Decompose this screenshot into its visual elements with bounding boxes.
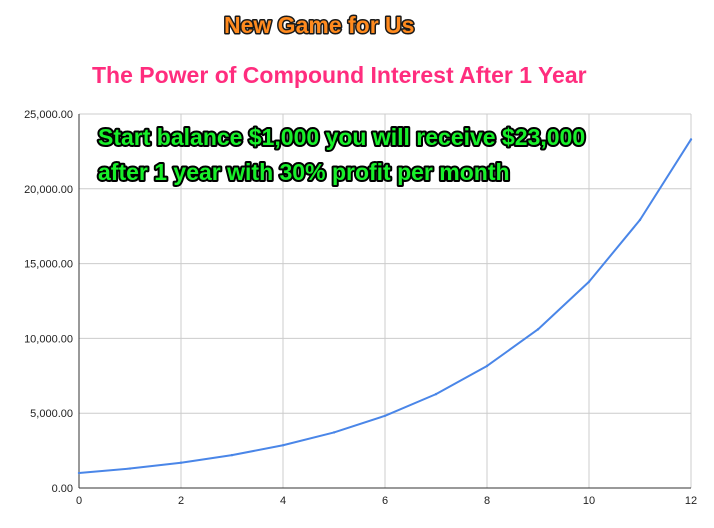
data-point bbox=[281, 444, 285, 447]
tick-labels: 0.00 5,000.00 10,000.00 15,000.00 20,000.00 2… bbox=[24, 109, 697, 507]
game-title: New Game for Us bbox=[224, 12, 414, 38]
data-point bbox=[332, 431, 336, 434]
x-tick-label: 8 bbox=[484, 495, 490, 507]
data-point bbox=[485, 364, 489, 368]
y-tick-label: 5,000.00 bbox=[30, 408, 73, 420]
data-point bbox=[587, 280, 591, 283]
y-tick-label: 15,000.00 bbox=[24, 259, 73, 271]
annotation-line-1: Start balance $1,000 you will receive $2… bbox=[98, 124, 585, 150]
data-point bbox=[689, 138, 693, 141]
data-point bbox=[128, 467, 132, 470]
x-tick-label: 4 bbox=[280, 495, 286, 507]
data-point bbox=[179, 461, 183, 464]
axes bbox=[78, 114, 691, 489]
annotation-line-2: after 1 year with 30% profit per month bbox=[98, 159, 510, 185]
x-tick-label: 0 bbox=[76, 495, 82, 507]
y-tick-label: 20,000.00 bbox=[24, 184, 73, 196]
x-tick-label: 6 bbox=[382, 495, 388, 507]
y-tick-label: 25,000.00 bbox=[24, 109, 73, 121]
data-point bbox=[536, 328, 540, 331]
grid bbox=[79, 113, 692, 488]
x-tick-label: 10 bbox=[583, 495, 595, 507]
y-tick-label: 10,000.00 bbox=[24, 333, 73, 345]
series-layer bbox=[77, 138, 693, 475]
data-point bbox=[77, 471, 81, 475]
data-point bbox=[230, 453, 234, 457]
data-point bbox=[434, 392, 438, 396]
data-point bbox=[638, 218, 642, 222]
chart-title: The Power of Compound Interest After 1 Y… bbox=[92, 62, 587, 88]
x-tick-label: 2 bbox=[178, 495, 184, 507]
data-point bbox=[383, 414, 387, 417]
x-tick-label: 12 bbox=[685, 495, 697, 507]
y-tick-label: 0.00 bbox=[52, 483, 73, 495]
